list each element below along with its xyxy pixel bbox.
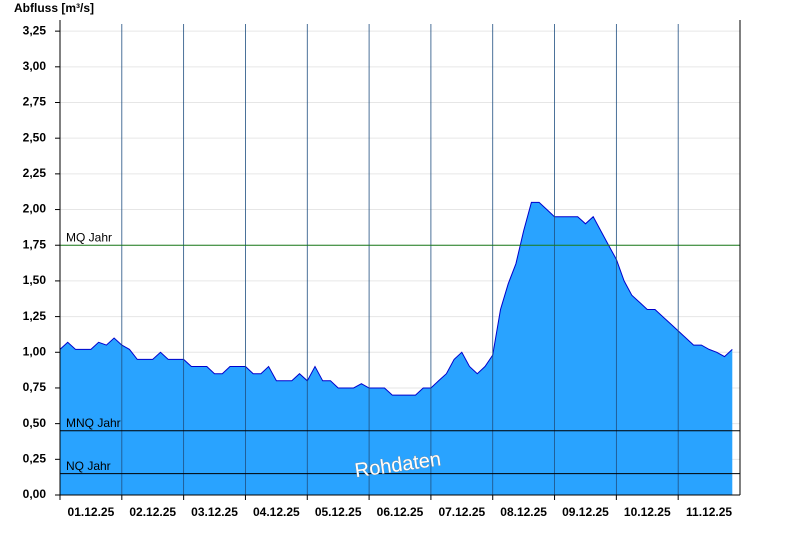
x-tick-label: 04.12.25 <box>253 505 300 519</box>
x-tick-label: 07.12.25 <box>438 505 485 519</box>
reference-label: MQ Jahr <box>66 230 112 244</box>
y-axis-label: Abfluss [m³/s] <box>14 1 94 15</box>
y-tick-label: 3,25 <box>23 23 47 37</box>
x-tick-label: 05.12.25 <box>315 505 362 519</box>
y-tick-label: 2,50 <box>23 130 47 144</box>
y-tick-label: 1,00 <box>23 344 47 358</box>
area <box>60 202 733 495</box>
reference-label: MNQ Jahr <box>66 416 121 430</box>
area-line <box>59 201 733 396</box>
reference-label: NQ Jahr <box>66 459 111 473</box>
y-tick-label: 1,50 <box>23 273 47 287</box>
y-tick-label: 2,75 <box>23 95 47 109</box>
y-tick-label: 3,00 <box>23 59 47 73</box>
x-tick-label: 10.12.25 <box>624 505 671 519</box>
x-tick-label: 09.12.25 <box>562 505 609 519</box>
y-tick-label: 2,00 <box>23 202 47 216</box>
x-tick-label: 06.12.25 <box>377 505 424 519</box>
x-tick-label: 11.12.25 <box>686 505 732 519</box>
y-tick-label: 1,25 <box>23 309 47 323</box>
y-tick-label: 2,25 <box>23 166 47 180</box>
y-tick-label: 0,75 <box>23 380 47 394</box>
y-tick-label: 0,25 <box>23 451 47 465</box>
x-tick-label: 03.12.25 <box>191 505 238 519</box>
y-tick-label: 1,75 <box>23 237 47 251</box>
x-tick-label: 02.12.25 <box>129 505 176 519</box>
x-tick-label: 08.12.25 <box>500 505 547 519</box>
x-tick-label: 01.12.25 <box>68 505 115 519</box>
y-tick-label: 0,00 <box>23 487 47 501</box>
y-tick-label: 0,50 <box>23 416 47 430</box>
